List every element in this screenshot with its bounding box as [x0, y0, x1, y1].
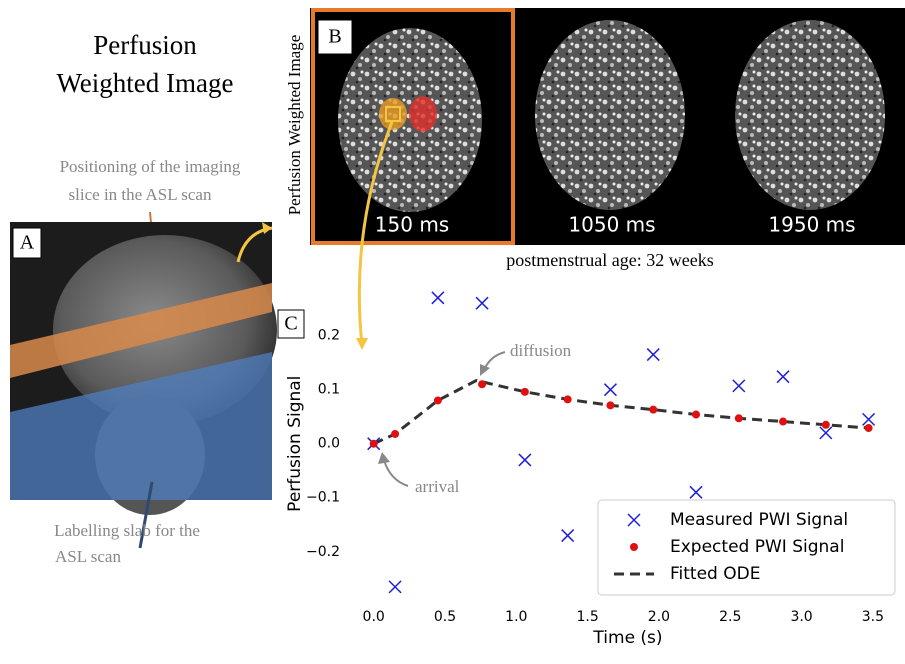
measured-point — [689, 485, 703, 499]
legend-label: Measured PWI Signal — [670, 510, 848, 530]
title-line: Weighted Image — [56, 68, 233, 98]
panel-label: A — [20, 232, 35, 254]
panel-label-box — [317, 19, 353, 55]
y-tick-label: 0.1 — [318, 382, 340, 398]
annotation: diffusion — [510, 341, 572, 360]
x-tick-label: 1.0 — [505, 609, 527, 625]
panel-label: B — [328, 26, 341, 48]
roi-box — [385, 106, 401, 122]
connector — [357, 121, 394, 346]
expected-point — [649, 405, 658, 414]
note-line: ASL scan — [55, 547, 121, 566]
labelling-slab — [10, 352, 272, 500]
brain — [735, 20, 885, 210]
x-tick-label: 2.0 — [648, 609, 670, 625]
x-tick-label: 0.0 — [363, 609, 385, 625]
annotation: arrival — [415, 477, 460, 496]
x-axis-title: Time (s) — [592, 628, 662, 648]
arrowhead — [356, 338, 368, 350]
expected-point — [391, 429, 400, 438]
frame-label: 1950 ms — [768, 213, 855, 237]
x-tick-label: 3.5 — [862, 609, 884, 625]
expected-point — [433, 396, 442, 405]
measured-point — [776, 370, 790, 384]
arrowhead — [262, 222, 272, 234]
panel-label-box — [277, 309, 305, 339]
measured-point — [819, 426, 833, 440]
pointer — [138, 481, 154, 549]
roi-blob — [409, 96, 437, 132]
chart: −0.2 −0.1 0.0 0.1 0.2 0.0 0.5 1.0 1.5 2.0 2.5 3.0 3.… — [285, 291, 896, 648]
imaging-slice — [10, 283, 272, 378]
y-axis-title: Perfusion Signal — [285, 376, 305, 512]
expected-point — [606, 401, 615, 410]
measured-point — [646, 348, 660, 362]
expected-point — [692, 410, 701, 419]
expected-point — [864, 424, 873, 433]
legend-swatch — [630, 543, 638, 551]
arrowhead — [378, 452, 390, 464]
legend-label: Expected PWI Signal — [670, 537, 844, 557]
measured-point — [603, 383, 617, 397]
measured-point — [431, 291, 445, 305]
legend-box — [597, 499, 896, 596]
caption: postmenstrual age: 32 weeks — [506, 250, 713, 270]
expected-point — [779, 417, 788, 426]
expected-point — [734, 414, 743, 423]
y-tick-label: 0.0 — [318, 436, 340, 452]
expected-point — [478, 380, 487, 389]
measured-point — [518, 453, 532, 467]
expected-point — [821, 420, 830, 429]
expected-point — [369, 439, 378, 448]
legend-label: Fitted ODE — [670, 564, 760, 584]
brain — [535, 20, 685, 210]
measured-point — [862, 412, 876, 426]
x-tick-label: 1.5 — [576, 609, 598, 625]
y-tick-label: −0.2 — [306, 544, 340, 560]
measured-point — [732, 379, 746, 393]
panel-label: C — [284, 313, 297, 335]
expected-point — [520, 387, 529, 396]
arrowhead — [480, 364, 490, 376]
axis-title: Perfusion Weighted Image — [285, 35, 304, 216]
note-line: Positioning of the imaging — [60, 157, 241, 176]
title-line: Perfusion — [93, 30, 197, 60]
panel-label-box — [12, 227, 42, 259]
measured-point — [475, 296, 489, 310]
annotation-arrow — [383, 459, 409, 487]
frame-label: 150 ms — [375, 213, 449, 237]
note-line: slice in the ASL scan — [69, 185, 212, 204]
y-tick-label: 0.2 — [318, 328, 340, 344]
y-tick-label: −0.1 — [306, 490, 340, 506]
fit-line — [373, 378, 869, 446]
frame-highlight — [311, 8, 515, 245]
roi-blob — [379, 98, 407, 130]
x-tick-label: 3.0 — [790, 609, 812, 625]
note-line: Labelling slab for the — [54, 521, 200, 540]
measured-point — [388, 580, 402, 594]
expected-point — [563, 395, 572, 404]
x-tick-label: 2.5 — [719, 609, 741, 625]
legend-swatch — [627, 513, 641, 527]
x-tick-label: 0.5 — [434, 609, 456, 625]
measured-point — [561, 529, 575, 543]
frame-label: 1050 ms — [568, 213, 655, 237]
